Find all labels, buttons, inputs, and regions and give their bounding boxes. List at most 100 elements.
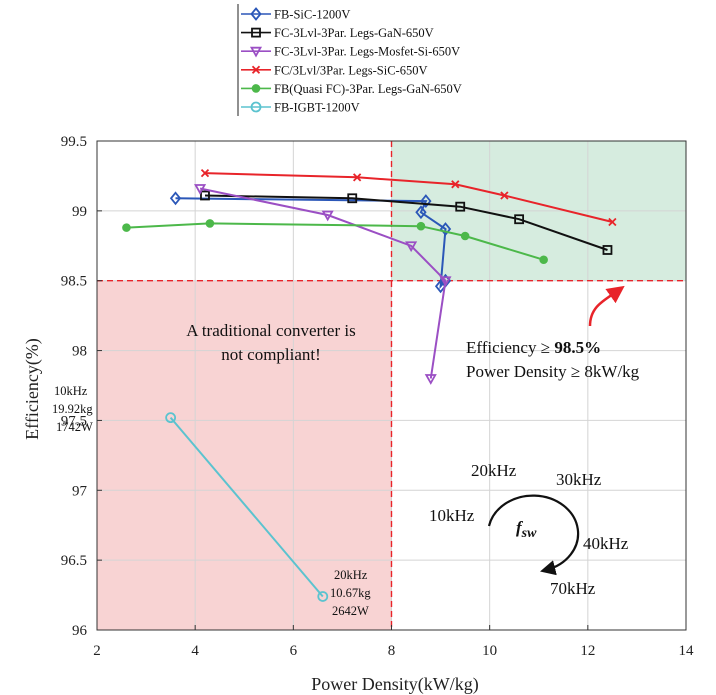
data-point (353, 173, 362, 182)
y-tick-label: 99.5 (61, 134, 87, 150)
legend-item-3: FC-3Lvl-3Par. Legs-Mosfet-Si-650V (241, 45, 460, 59)
freq-label-30khz: 30kHz (556, 470, 602, 489)
legend-label: FB(Quasi FC)-3Par. Legs-GaN-650V (274, 82, 462, 96)
series-line (204, 194, 608, 251)
legend-item-4: FC/3Lvl/3Par. Legs-SiC-650V (241, 63, 427, 77)
series-4 (200, 168, 617, 227)
efficiency-prefix: Efficiency ≥ (466, 338, 554, 357)
data-point (122, 223, 131, 232)
x-tick-label: 10 (482, 643, 497, 659)
legend-item-6: FB-IGBT-1200V (241, 101, 360, 115)
legend-label: FB-IGBT-1200V (274, 101, 360, 115)
freq-label-10khz: 10kHz (429, 506, 475, 525)
data-point (405, 241, 418, 253)
legend-label: FC-3Lvl-3Par. Legs-GaN-650V (274, 26, 434, 40)
ticks: 2 4 6 8 10 12 14 96 96.5 97 97.5 98 98.5 99 99.5 (61, 134, 694, 659)
y-axis-label: Efficiency(%) (22, 338, 43, 440)
density-criterion: Power Density ≥ 8kW/kg (466, 362, 640, 381)
data-point (321, 210, 334, 222)
series-6 (165, 412, 329, 602)
legend-marker (250, 101, 262, 113)
series-2 (200, 190, 613, 255)
data-point (317, 591, 329, 602)
data-point (451, 180, 460, 189)
legend-marker (251, 84, 261, 93)
marker-stroke (451, 180, 460, 189)
legend-label: FB-SiC-1200V (274, 8, 350, 22)
data-point (165, 412, 177, 424)
legend-marker (251, 65, 261, 74)
igbt-low-power: 1742W (56, 420, 93, 434)
data-point (415, 205, 427, 220)
x-tick-label: 12 (580, 643, 595, 659)
regions (97, 141, 686, 630)
igbt-high-power: 2642W (332, 604, 369, 618)
marker-stroke (608, 217, 617, 227)
data-point (424, 374, 437, 385)
legend-label: FC/3Lvl/3Par. Legs-SiC-650V (274, 63, 427, 77)
data-point (500, 191, 509, 200)
fsw-rotation-arrow (487, 494, 580, 576)
efficiency-criterion: Efficiency ≥ 98.5% (466, 338, 601, 357)
legend-marker (249, 46, 263, 58)
y-tick-label: 97.5 (61, 413, 87, 429)
data-point (455, 201, 466, 212)
fsw-label: fsw (516, 518, 537, 541)
x-tick-label: 4 (191, 643, 199, 659)
data-point (200, 190, 210, 201)
data-point (420, 194, 432, 208)
x-tick-label: 6 (290, 643, 298, 659)
legend-marker (251, 27, 261, 38)
igbt-low-mass: 19.92kg (52, 402, 93, 416)
series-line (199, 187, 447, 379)
freq-label-20khz: 20kHz (471, 461, 517, 480)
series-5 (122, 219, 548, 265)
legend: FB-SiC-1200V FC-3Lvl-3Par. Legs-GaN-650V F… (237, 4, 462, 116)
data-point (439, 222, 452, 236)
data-point (514, 214, 525, 225)
y-tick-label: 96.5 (61, 553, 87, 569)
legend-marker (250, 7, 262, 21)
data-point (608, 217, 617, 227)
data-point (205, 219, 215, 228)
data-point (602, 245, 613, 255)
igbt-low-freq: 10kHz (54, 384, 88, 398)
igbt-high-label: 20kHz 10.67kg 2642W (330, 568, 371, 618)
fsw-main: f (516, 518, 524, 537)
y-tick-label: 97 (72, 483, 88, 499)
data-point (169, 191, 182, 206)
compliance-arrow (588, 285, 625, 327)
data-point (194, 184, 207, 195)
data-point (539, 255, 548, 265)
series-3 (194, 184, 452, 385)
igbt-high-freq: 20kHz (334, 568, 368, 582)
marker-stroke (500, 191, 509, 200)
x-axis-label: Power Density(kW/kg) (311, 674, 478, 695)
legend-item-2: FC-3Lvl-3Par. Legs-GaN-650V (241, 26, 434, 40)
data-point (416, 221, 426, 231)
x-tick-label: 2 (93, 643, 101, 659)
legend-item-5: FB(Quasi FC)-3Par. Legs-GaN-650V (241, 82, 462, 96)
series-line (169, 416, 324, 598)
data-point (439, 276, 452, 288)
freq-label-40khz: 40kHz (583, 534, 629, 553)
x-tick-label: 14 (679, 643, 695, 659)
y-tick-label: 98 (72, 344, 87, 360)
marker-stroke (353, 173, 362, 182)
y-tick-label: 98.5 (61, 274, 87, 290)
traditional-note-line2: not compliant! (221, 345, 321, 364)
data-point (460, 231, 470, 241)
marker-stroke (200, 168, 210, 178)
freq-label-70khz: 70kHz (550, 579, 596, 598)
y-tick-label: 96 (72, 623, 88, 639)
series (122, 168, 617, 602)
traditional-note-line1: A traditional converter is (186, 321, 355, 340)
legend-item-1: FB-SiC-1200V (241, 7, 350, 22)
igbt-low-label: 10kHz 19.92kg 1742W (52, 384, 93, 434)
y-tick-label: 99 (72, 204, 87, 220)
data-point (200, 168, 210, 178)
legend-label: FC-3Lvl-3Par. Legs-Mosfet-Si-650V (274, 45, 460, 59)
fsw-sub: sw (521, 526, 537, 541)
thresholds (97, 141, 686, 630)
